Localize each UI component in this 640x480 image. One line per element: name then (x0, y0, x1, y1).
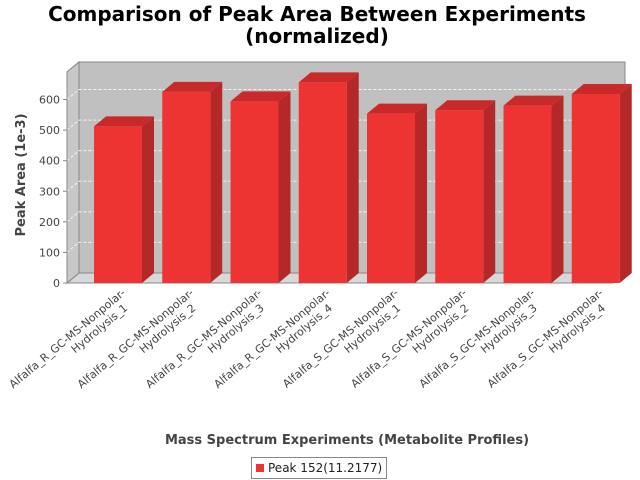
y-axis-title: Peak Area (1e-3) (14, 113, 29, 236)
bar-side (551, 95, 564, 283)
x-tick-label: Alfalfa_S_GC-MS-Nonpolar-Hydrolysis_4 (485, 286, 614, 400)
x-tick-label: Alfalfa_S_GC-MS-Nonpolar-Hydrolysis_3 (417, 286, 546, 400)
bar-front (435, 110, 484, 283)
bar-front (230, 101, 279, 283)
gridline (66, 211, 625, 223)
x-tick-label: Alfalfa_S_GC-MS-Nonpolar-Hydrolysis_1 (280, 286, 409, 400)
bar-side (483, 100, 496, 283)
x-tick-label: Alfalfa_R_GC-MS-Nonpolar-Hydrolysis_1 (7, 286, 137, 401)
x-axis-labels: Alfalfa_R_GC-MS-Nonpolar-Hydrolysis_1Alf… (7, 286, 614, 401)
bar-top (230, 91, 291, 102)
y-tick-label: 600 (39, 94, 60, 107)
y-axis: 0 100 200 300 400 500 600 (39, 72, 68, 290)
bar (94, 116, 154, 283)
chart-title: Comparison of Peak Area Between Experime… (48, 2, 586, 26)
x-tick-label-line: Alfalfa_R_GC-MS-Nonpolar- (7, 286, 128, 391)
gridline (66, 241, 625, 253)
y-tick-label: 400 (39, 155, 60, 168)
bar-side (346, 72, 359, 284)
legend-swatch (256, 464, 264, 472)
bar-front (298, 82, 347, 284)
y-tick-label: 0 (53, 277, 60, 290)
bar-side (210, 81, 223, 284)
x-axis-title: Mass Spectrum Experiments (Metabolite Pr… (165, 433, 529, 448)
x-tick-label: Alfalfa_R_GC-MS-Nonpolar-Hydrolysis_2 (75, 286, 205, 401)
y-tick-label: 100 (39, 246, 60, 259)
bar-top (162, 81, 223, 92)
bar-front (571, 94, 620, 283)
bar-top (94, 116, 154, 127)
y-tick-label: 300 (39, 185, 60, 198)
legend: Peak 152(11.2177) (251, 457, 388, 479)
bar (367, 103, 427, 283)
bar-side (415, 103, 427, 283)
bar-side (619, 84, 632, 283)
gridline (66, 119, 625, 131)
bar (571, 84, 632, 283)
gridline (66, 180, 625, 192)
legend-label: Peak 152(11.2177) (268, 461, 383, 475)
gridline (66, 89, 625, 100)
bar-front (503, 105, 552, 283)
bar-top (435, 100, 496, 111)
x-tick-label: Alfalfa_S_GC-MS-Nonpolar-Hydrolysis_2 (348, 286, 477, 400)
x-tick-label: Alfalfa_R_GC-MS-Nonpolar-Hydrolysis_3 (143, 286, 273, 401)
bars-group (94, 72, 632, 284)
bar-top (503, 95, 564, 106)
y-tick-label: 500 (39, 124, 60, 137)
bar-side (142, 116, 154, 283)
bar (435, 100, 496, 283)
gridline (66, 150, 625, 162)
chart-subtitle: (normalized) (245, 24, 389, 48)
bar (298, 72, 359, 284)
x-tick-label: Alfalfa_R_GC-MS-Nonpolar-Hydrolysis_4 (211, 286, 341, 401)
bar-front (367, 113, 415, 283)
bar (162, 81, 223, 284)
bar (230, 91, 291, 283)
y-tick-label: 200 (39, 216, 60, 229)
bar (503, 95, 564, 283)
bar-top (367, 103, 427, 114)
bar-side (278, 91, 291, 283)
bar-front (94, 126, 142, 283)
bar-front (162, 91, 211, 284)
bar-top (571, 84, 632, 95)
bar-top (298, 72, 359, 83)
